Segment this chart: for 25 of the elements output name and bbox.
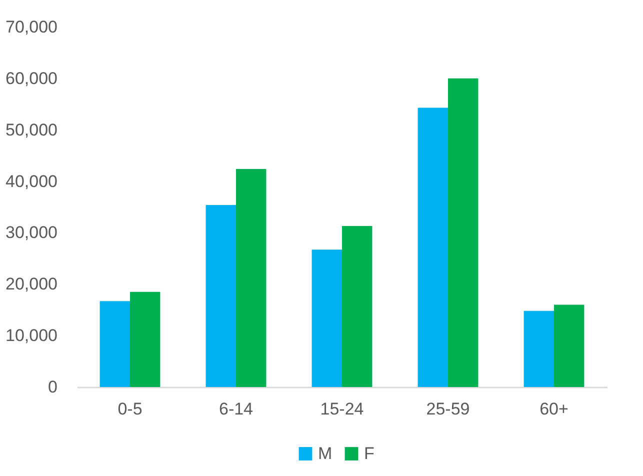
bar	[130, 292, 160, 387]
bar	[418, 108, 448, 387]
x-tick-label: 60+	[540, 400, 568, 418]
y-tick-label: 50,000	[6, 120, 58, 140]
bar	[554, 304, 584, 387]
y-tick-label: 10,000	[6, 326, 58, 346]
y-tick-label: 0	[48, 378, 58, 396]
y-tick-label: 30,000	[6, 223, 58, 242]
y-tick-label: 20,000	[6, 274, 58, 294]
y-tick-label: 40,000	[6, 172, 58, 191]
bar	[206, 204, 236, 387]
x-tick-label: 15-24	[320, 400, 364, 418]
bar	[448, 78, 478, 387]
legend-label: F	[364, 444, 374, 463]
bar	[524, 310, 554, 387]
y-tick-label: 70,000	[6, 18, 58, 36]
x-tick-label: 0-5	[118, 400, 142, 418]
y-tick-label: 60,000	[6, 68, 58, 88]
bar	[236, 168, 266, 387]
bar	[342, 226, 372, 387]
bar	[312, 250, 342, 387]
x-tick-label: 25-59	[426, 400, 470, 418]
bar	[100, 301, 130, 387]
legend-label: M	[318, 444, 332, 463]
x-tick-label: 6-14	[218, 400, 254, 418]
